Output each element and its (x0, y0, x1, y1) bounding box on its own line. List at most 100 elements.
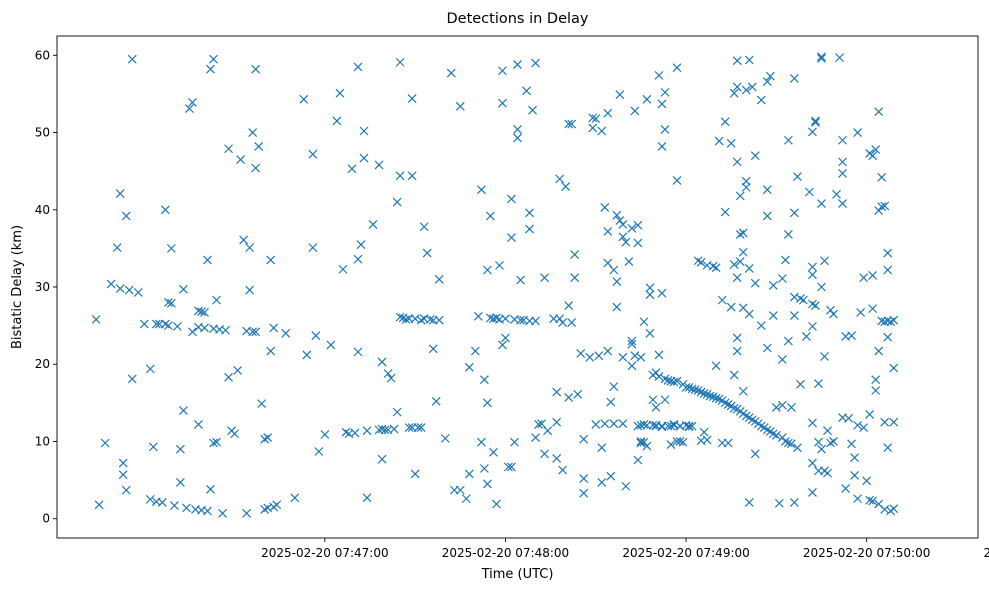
detection-point (786, 403, 796, 412)
detection-point (482, 398, 492, 408)
detection-point (335, 88, 345, 98)
detection-point (476, 437, 486, 447)
detection-point (847, 439, 857, 449)
detection-point (380, 425, 390, 435)
detection-point (768, 281, 778, 290)
detection-point (188, 327, 197, 337)
detection-point (771, 403, 781, 412)
detection-point (660, 395, 670, 405)
detection-point (359, 126, 369, 136)
detection-point (789, 208, 799, 218)
detection-point (627, 361, 637, 371)
detection-point (178, 406, 188, 415)
y-tick-label: 50 (35, 126, 50, 140)
detection-point (127, 54, 137, 64)
detection-point (811, 301, 820, 310)
detection-point (139, 319, 149, 329)
detection-point (844, 413, 854, 423)
detection-point (786, 439, 796, 449)
detection-point (392, 407, 402, 417)
detection-point (513, 125, 522, 134)
detection-point (663, 376, 673, 385)
detection-point (431, 396, 441, 406)
detection-point (633, 421, 643, 431)
detection-point (395, 312, 405, 322)
detection-point (883, 443, 893, 453)
detection-point (648, 395, 658, 405)
detection-point (579, 434, 589, 444)
detection-point (612, 302, 622, 312)
detection-point (696, 257, 706, 267)
detection-point (118, 458, 128, 468)
detection-point (823, 426, 832, 436)
detection-point (826, 438, 835, 448)
detection-point (675, 437, 685, 446)
detection-point (621, 237, 631, 247)
detection-point (633, 455, 643, 465)
detection-point (702, 435, 712, 445)
detection-point (194, 306, 203, 316)
detection-point (473, 311, 483, 321)
detection-point (639, 437, 649, 447)
detection-point (699, 389, 709, 399)
detection-point (516, 315, 525, 325)
detection-point (762, 77, 772, 86)
detection-point (594, 351, 604, 361)
detection-point (741, 182, 751, 192)
detection-point (359, 153, 369, 163)
detection-point (251, 163, 261, 173)
detection-point (178, 284, 188, 294)
detection-point (726, 302, 736, 312)
detection-point (817, 282, 826, 292)
detection-point (780, 255, 790, 265)
detection-point (732, 273, 742, 283)
detection-point (290, 493, 300, 503)
detection-point (732, 346, 742, 356)
detection-point (242, 508, 252, 518)
detection-point (609, 265, 619, 275)
detection-point (820, 352, 829, 361)
detection-point (838, 157, 847, 167)
detection-point (115, 189, 125, 198)
detection-point (789, 292, 799, 302)
detection-point (181, 503, 191, 513)
detection-point (350, 428, 360, 438)
detection-point (597, 477, 607, 487)
y-axis: 0 10 20 30 40 50 60 (35, 48, 57, 526)
detection-point (482, 479, 492, 489)
detection-point (762, 211, 772, 221)
x-tick-label: 2025-02-20 07:49:00 (622, 546, 749, 560)
detection-point (829, 437, 838, 446)
detection-point (416, 423, 426, 432)
detection-point (708, 261, 718, 271)
detection-point (735, 230, 745, 239)
detection-point (531, 316, 540, 326)
chart-title: Detections in Delay (446, 11, 588, 27)
detection-point (615, 216, 625, 226)
detection-point (738, 228, 748, 238)
detection-point (266, 255, 276, 265)
detection-point (464, 362, 474, 372)
detection-point (440, 433, 450, 443)
detection-point (479, 464, 489, 473)
detection-point (690, 385, 700, 395)
detection-point (729, 370, 739, 380)
detection-point (868, 270, 878, 280)
detection-point (573, 389, 583, 399)
detection-point (808, 270, 817, 280)
detection-point (498, 66, 507, 76)
detection-point (163, 321, 173, 331)
detection-point (395, 171, 405, 181)
detection-point (789, 498, 799, 507)
detection-point (175, 477, 185, 487)
detection-point (868, 496, 878, 506)
x-tick-label: 2025-02-20 07:48:00 (442, 546, 569, 560)
detection-point (482, 265, 492, 275)
detection-point (540, 273, 550, 283)
detection-point (732, 333, 742, 343)
detection-point (832, 189, 841, 199)
detection-point (660, 87, 670, 97)
detection-point (248, 128, 258, 137)
detection-point (814, 437, 823, 447)
detection-point (756, 95, 766, 105)
